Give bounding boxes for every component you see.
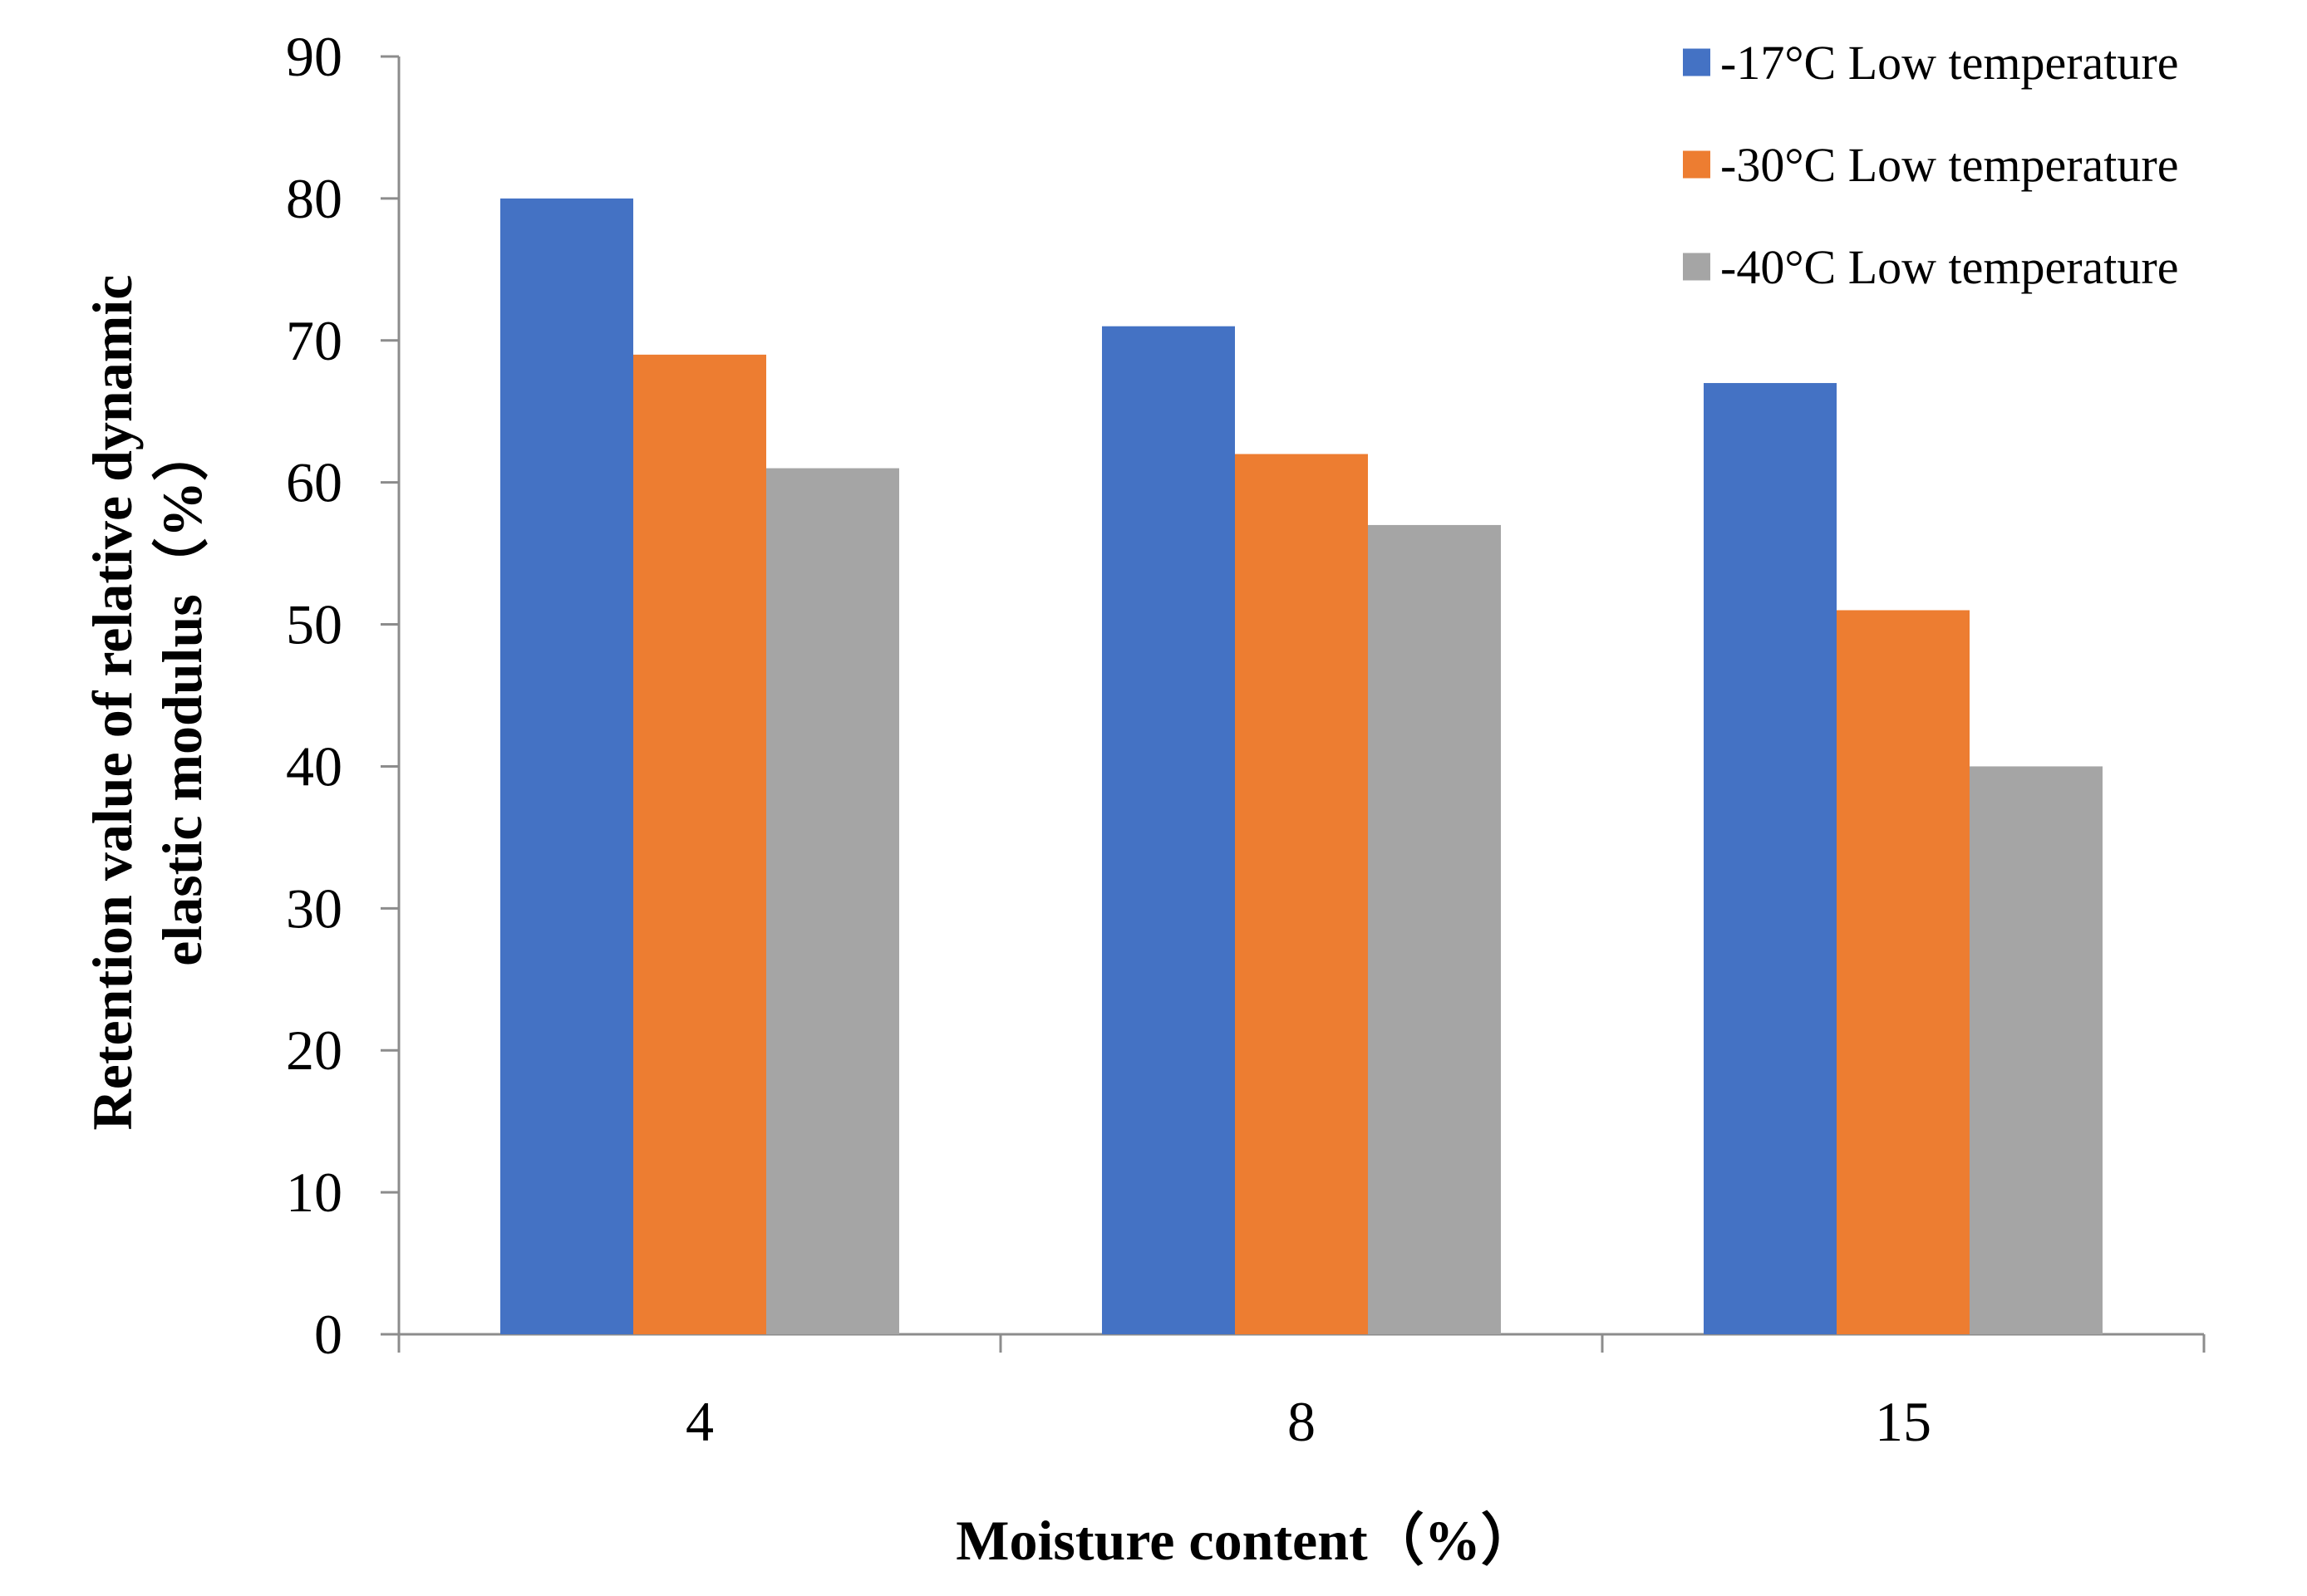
x-tick-label: 8 xyxy=(1287,1390,1316,1453)
bar-3-4 xyxy=(766,468,899,1334)
bar-2-8 xyxy=(1235,454,1368,1334)
bar-3-8 xyxy=(1368,524,1501,1334)
legend: -17°C Low temperature -30°C Low temperatu… xyxy=(1683,36,2178,294)
x-axis-title: Moisture content（%） xyxy=(956,1509,1537,1572)
bar-1-8 xyxy=(1102,326,1235,1334)
bar-2-4 xyxy=(633,354,766,1334)
bar-2-15 xyxy=(1837,610,1970,1334)
x-axis: 4 8 15 xyxy=(397,1333,2206,1453)
y-tick-label: 80 xyxy=(286,167,342,230)
legend-label: -40°C Low temperature xyxy=(1720,240,2178,294)
x-tick-label: 15 xyxy=(1875,1390,1931,1453)
y-tick-label: 60 xyxy=(286,451,342,514)
bar-3-15 xyxy=(1970,766,2103,1334)
y-tick-label: 90 xyxy=(286,25,342,88)
y-axis-title: Retention value of relative dynamic elas… xyxy=(81,261,214,1131)
y-tick-label: 50 xyxy=(286,593,342,656)
legend-swatch xyxy=(1683,48,1710,76)
y-tick-label: 30 xyxy=(286,877,342,940)
y-tick-label: 0 xyxy=(314,1303,342,1366)
y-tick-label: 10 xyxy=(286,1161,342,1224)
legend-swatch xyxy=(1683,253,1710,281)
legend-label: -30°C Low temperature xyxy=(1720,138,2178,192)
bar-1-15 xyxy=(1704,383,1837,1334)
y-tick-label: 20 xyxy=(286,1019,342,1082)
y-axis-title-line1: Retention value of relative dynamic xyxy=(81,275,144,1131)
legend-swatch xyxy=(1683,150,1710,179)
y-axis: 0 10 20 30 40 50 60 70 80 90 xyxy=(286,25,401,1366)
y-axis-title-line2: elastic modulus（%） xyxy=(150,425,214,966)
y-tick-label: 40 xyxy=(286,734,342,798)
bar-1-4 xyxy=(500,198,633,1334)
x-tick-label: 4 xyxy=(686,1390,714,1453)
y-tick-label: 70 xyxy=(286,309,342,372)
bars xyxy=(500,198,2103,1334)
legend-label: -17°C Low temperature xyxy=(1720,36,2178,90)
